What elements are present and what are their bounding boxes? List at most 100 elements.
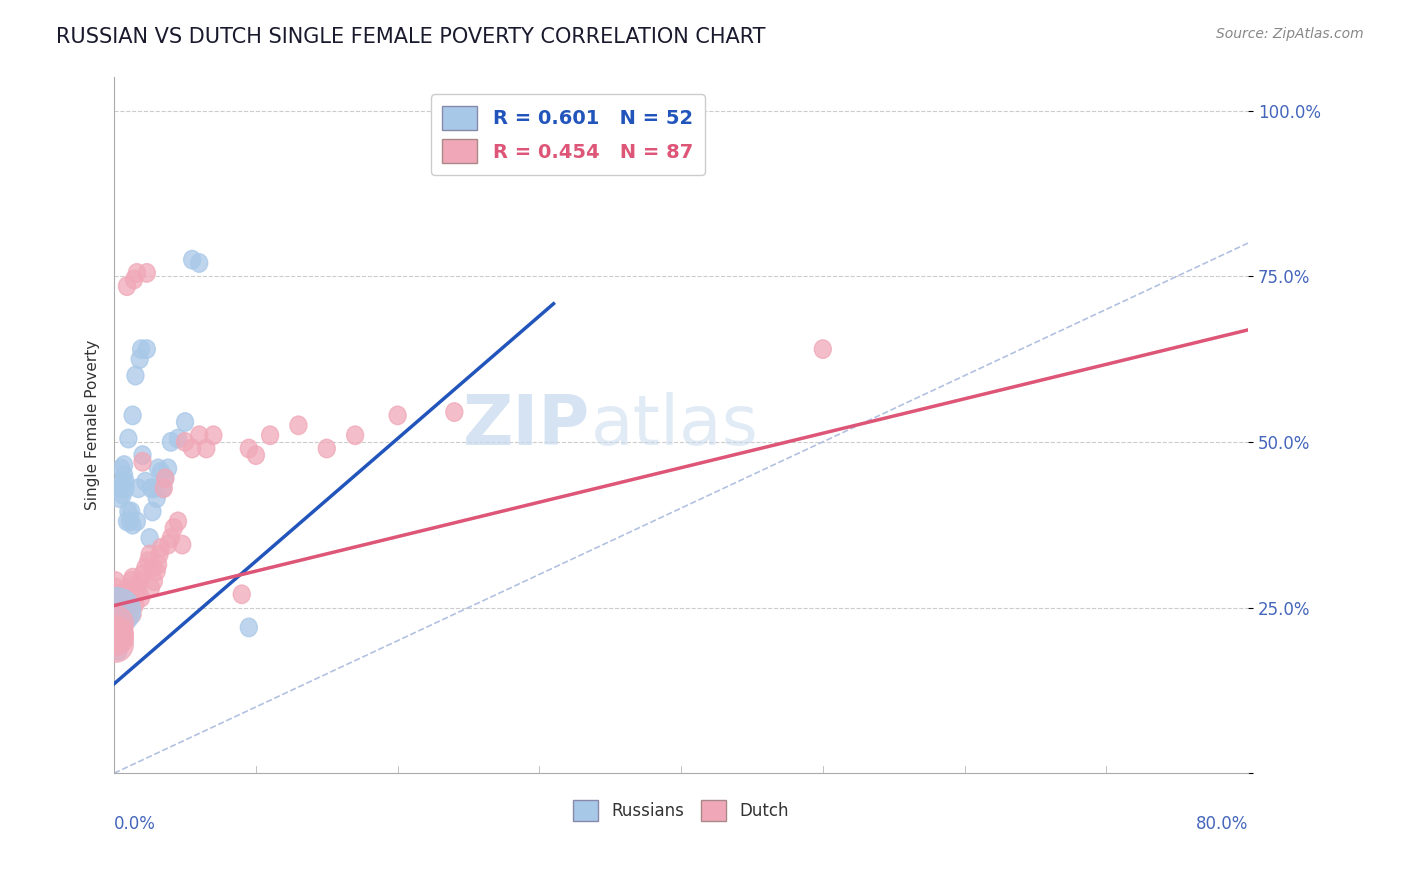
Ellipse shape bbox=[124, 568, 141, 587]
Ellipse shape bbox=[121, 578, 138, 597]
Ellipse shape bbox=[233, 585, 250, 604]
Ellipse shape bbox=[134, 566, 150, 583]
Ellipse shape bbox=[127, 367, 143, 384]
Ellipse shape bbox=[240, 439, 257, 458]
Ellipse shape bbox=[184, 251, 201, 268]
Ellipse shape bbox=[112, 479, 129, 498]
Ellipse shape bbox=[602, 118, 619, 136]
Ellipse shape bbox=[108, 615, 125, 633]
Ellipse shape bbox=[129, 578, 146, 597]
Ellipse shape bbox=[107, 601, 124, 620]
Ellipse shape bbox=[131, 350, 148, 368]
Ellipse shape bbox=[198, 439, 215, 458]
Ellipse shape bbox=[191, 253, 208, 272]
Ellipse shape bbox=[98, 626, 134, 662]
Ellipse shape bbox=[117, 479, 134, 498]
Ellipse shape bbox=[142, 578, 159, 597]
Ellipse shape bbox=[139, 552, 156, 570]
Ellipse shape bbox=[115, 605, 132, 624]
Ellipse shape bbox=[141, 545, 157, 564]
Ellipse shape bbox=[136, 558, 153, 577]
Ellipse shape bbox=[142, 479, 159, 498]
Ellipse shape bbox=[120, 589, 136, 607]
Ellipse shape bbox=[110, 612, 127, 630]
Ellipse shape bbox=[122, 502, 139, 521]
Ellipse shape bbox=[107, 578, 124, 597]
Ellipse shape bbox=[108, 632, 125, 650]
Ellipse shape bbox=[111, 624, 128, 643]
Ellipse shape bbox=[117, 473, 134, 491]
Ellipse shape bbox=[107, 622, 124, 640]
Y-axis label: Single Female Poverty: Single Female Poverty bbox=[86, 340, 100, 510]
Ellipse shape bbox=[134, 446, 150, 465]
Ellipse shape bbox=[240, 618, 257, 637]
Ellipse shape bbox=[125, 270, 142, 289]
Ellipse shape bbox=[120, 599, 136, 616]
Ellipse shape bbox=[108, 608, 125, 627]
Ellipse shape bbox=[124, 516, 141, 534]
Ellipse shape bbox=[110, 601, 127, 620]
Ellipse shape bbox=[184, 439, 201, 458]
Ellipse shape bbox=[111, 632, 128, 650]
Text: ZIP: ZIP bbox=[463, 392, 591, 458]
Ellipse shape bbox=[347, 426, 364, 444]
Ellipse shape bbox=[145, 572, 162, 591]
Ellipse shape bbox=[115, 466, 132, 484]
Ellipse shape bbox=[162, 433, 180, 451]
Ellipse shape bbox=[138, 340, 155, 359]
Ellipse shape bbox=[107, 599, 124, 616]
Ellipse shape bbox=[124, 605, 141, 624]
Ellipse shape bbox=[112, 615, 129, 633]
Ellipse shape bbox=[128, 585, 145, 604]
Ellipse shape bbox=[108, 615, 125, 633]
Text: Source: ZipAtlas.com: Source: ZipAtlas.com bbox=[1216, 27, 1364, 41]
Ellipse shape bbox=[446, 403, 463, 421]
Ellipse shape bbox=[98, 619, 134, 656]
Ellipse shape bbox=[115, 585, 132, 604]
Ellipse shape bbox=[166, 519, 183, 537]
Ellipse shape bbox=[107, 572, 124, 591]
Ellipse shape bbox=[114, 618, 131, 637]
Ellipse shape bbox=[117, 591, 134, 610]
Text: 80.0%: 80.0% bbox=[1195, 815, 1249, 833]
Ellipse shape bbox=[110, 628, 127, 647]
Ellipse shape bbox=[152, 462, 170, 481]
Ellipse shape bbox=[132, 340, 149, 359]
Ellipse shape bbox=[150, 545, 169, 564]
Ellipse shape bbox=[149, 459, 167, 477]
Ellipse shape bbox=[117, 582, 134, 600]
Ellipse shape bbox=[117, 601, 134, 620]
Ellipse shape bbox=[110, 612, 127, 630]
Ellipse shape bbox=[112, 459, 129, 477]
Ellipse shape bbox=[114, 601, 131, 620]
Ellipse shape bbox=[389, 406, 406, 425]
Ellipse shape bbox=[115, 615, 132, 633]
Ellipse shape bbox=[114, 612, 131, 630]
Ellipse shape bbox=[247, 446, 264, 465]
Ellipse shape bbox=[153, 479, 172, 498]
Ellipse shape bbox=[122, 572, 139, 591]
Ellipse shape bbox=[143, 502, 160, 521]
Ellipse shape bbox=[134, 452, 150, 471]
Ellipse shape bbox=[136, 473, 153, 491]
Ellipse shape bbox=[114, 591, 131, 610]
Ellipse shape bbox=[111, 618, 128, 637]
Ellipse shape bbox=[115, 595, 132, 614]
Ellipse shape bbox=[91, 588, 141, 634]
Ellipse shape bbox=[141, 529, 157, 547]
Ellipse shape bbox=[318, 439, 335, 458]
Ellipse shape bbox=[110, 641, 127, 660]
Ellipse shape bbox=[111, 608, 128, 627]
Ellipse shape bbox=[117, 612, 134, 630]
Text: 0.0%: 0.0% bbox=[114, 815, 156, 833]
Ellipse shape bbox=[98, 615, 134, 652]
Ellipse shape bbox=[118, 277, 135, 295]
Ellipse shape bbox=[128, 512, 145, 531]
Ellipse shape bbox=[112, 608, 129, 627]
Ellipse shape bbox=[110, 622, 127, 640]
Legend: Russians, Dutch: Russians, Dutch bbox=[567, 794, 796, 828]
Ellipse shape bbox=[170, 512, 187, 531]
Ellipse shape bbox=[127, 595, 143, 614]
Ellipse shape bbox=[148, 489, 166, 508]
Ellipse shape bbox=[155, 479, 173, 498]
